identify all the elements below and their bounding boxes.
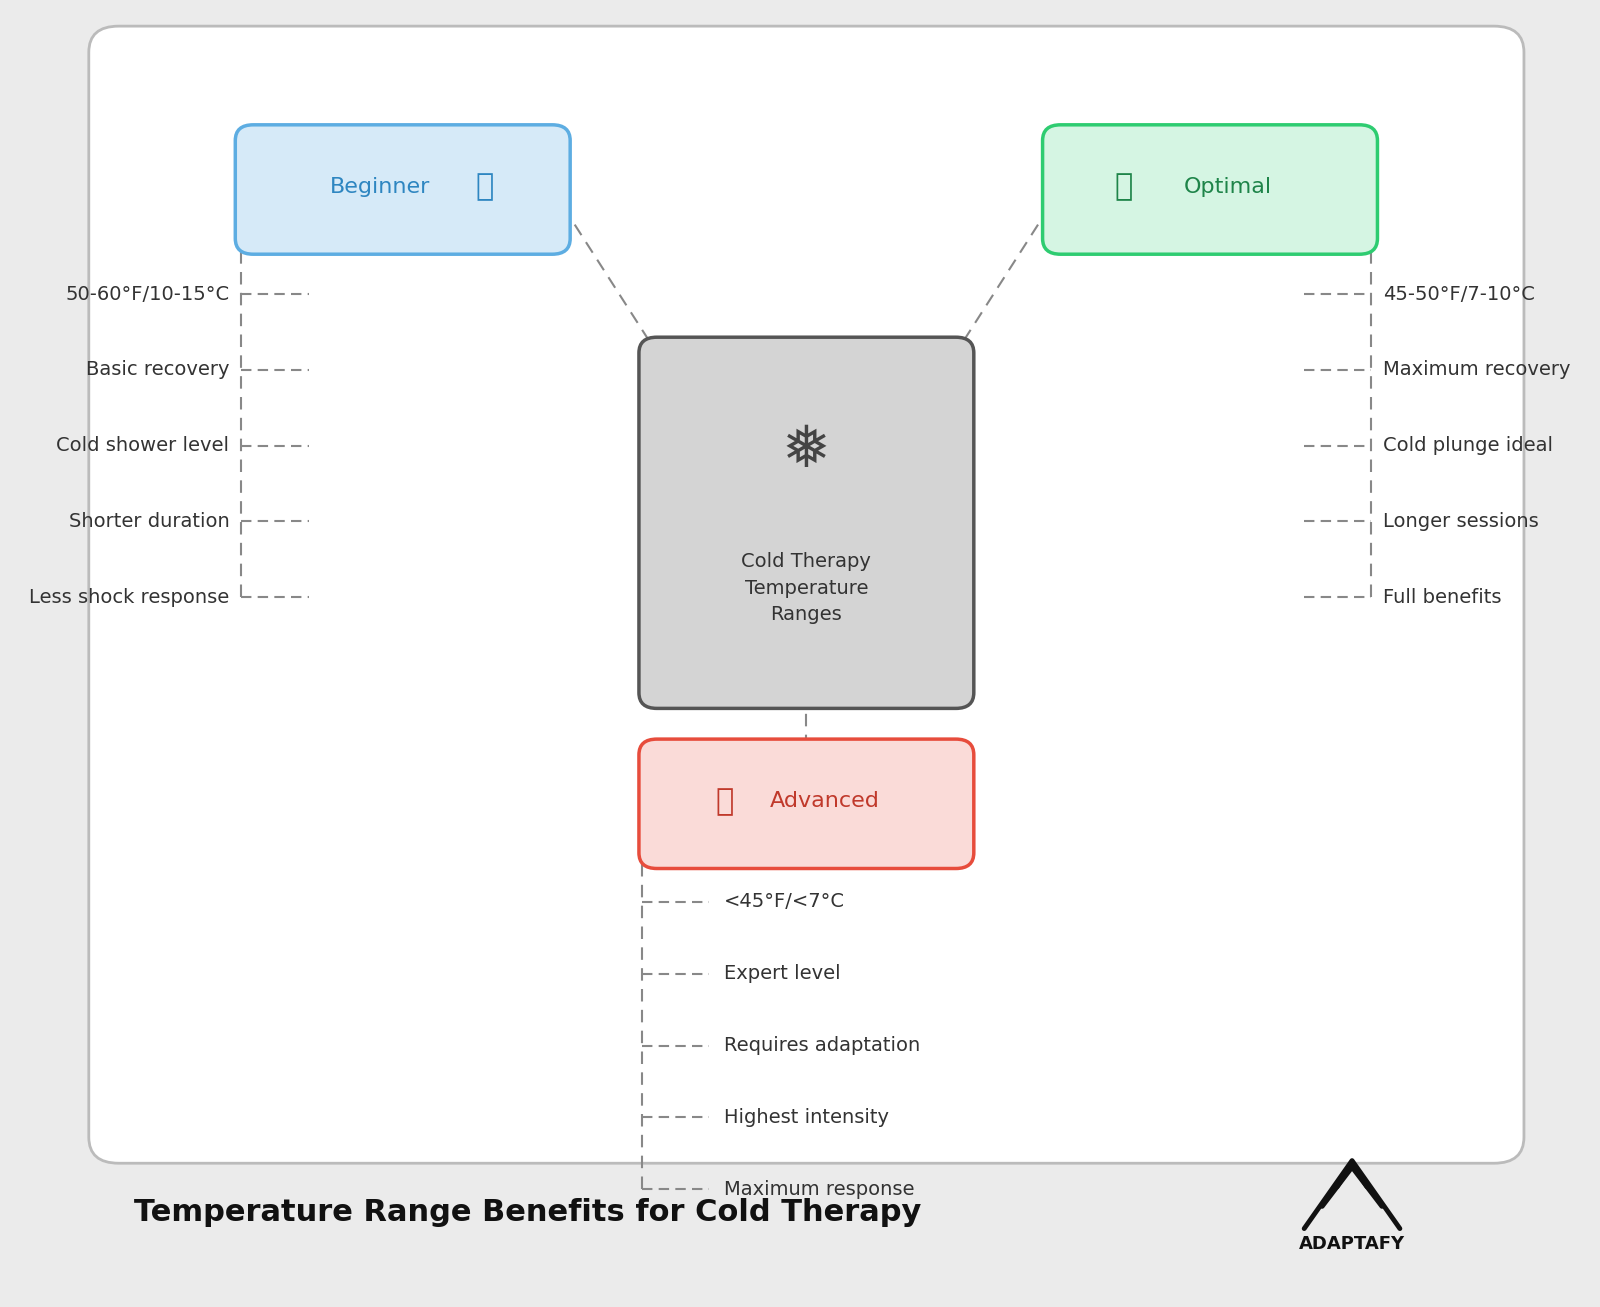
- Text: Advanced: Advanced: [770, 791, 880, 812]
- Text: Maximum response: Maximum response: [725, 1180, 915, 1199]
- Text: Maximum recovery: Maximum recovery: [1384, 361, 1571, 379]
- Text: ⛹: ⛹: [715, 787, 733, 816]
- Text: Expert level: Expert level: [725, 965, 840, 983]
- FancyBboxPatch shape: [638, 740, 974, 868]
- Text: Cold Therapy
Temperature
Ranges: Cold Therapy Temperature Ranges: [741, 552, 872, 625]
- Text: ⛹: ⛹: [1114, 173, 1133, 201]
- FancyBboxPatch shape: [1043, 125, 1378, 255]
- Text: Requires adaptation: Requires adaptation: [725, 1036, 920, 1055]
- Text: Cold shower level: Cold shower level: [56, 437, 229, 455]
- Text: Optimal: Optimal: [1184, 176, 1272, 197]
- Text: Highest intensity: Highest intensity: [725, 1108, 890, 1127]
- Text: 50-60°F/10-15°C: 50-60°F/10-15°C: [66, 285, 229, 303]
- FancyBboxPatch shape: [88, 26, 1523, 1163]
- Text: Shorter duration: Shorter duration: [69, 512, 229, 531]
- FancyBboxPatch shape: [638, 337, 974, 708]
- Text: Less shock response: Less shock response: [29, 588, 229, 606]
- Text: ❅: ❅: [782, 422, 830, 480]
- Text: Temperature Range Benefits for Cold Therapy: Temperature Range Benefits for Cold Ther…: [134, 1199, 922, 1227]
- Text: Longer sessions: Longer sessions: [1384, 512, 1539, 531]
- Text: Cold plunge ideal: Cold plunge ideal: [1384, 437, 1554, 455]
- FancyBboxPatch shape: [235, 125, 570, 255]
- Text: ⚿: ⚿: [475, 173, 494, 201]
- Text: Basic recovery: Basic recovery: [86, 361, 229, 379]
- Text: 45-50°F/7-10°C: 45-50°F/7-10°C: [1384, 285, 1536, 303]
- Text: Full benefits: Full benefits: [1384, 588, 1502, 606]
- Text: Beginner: Beginner: [330, 176, 430, 197]
- Text: ADAPTAFY: ADAPTAFY: [1299, 1235, 1405, 1253]
- Text: <45°F/<7°C: <45°F/<7°C: [725, 893, 845, 911]
